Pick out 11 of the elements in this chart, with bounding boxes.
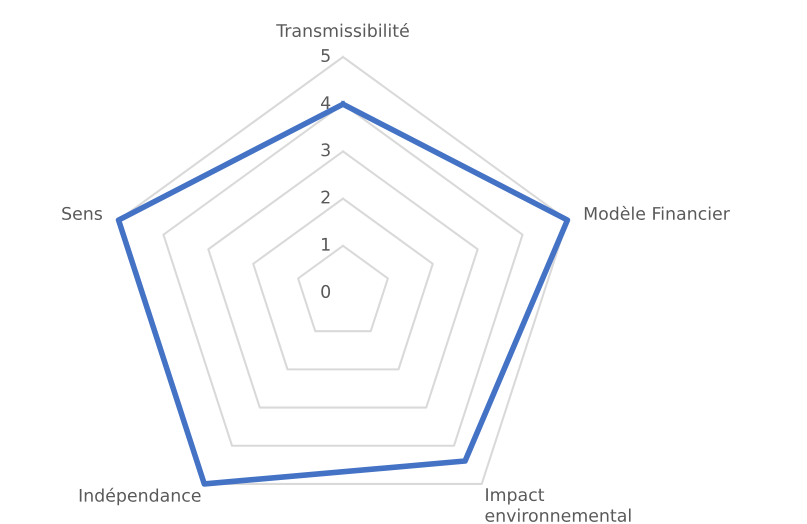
spoke-label: Sens [62, 206, 102, 220]
y-tick-label: 4 [321, 96, 330, 109]
y-tick-label: 2 [321, 190, 330, 204]
y-tick-label: 3 [321, 143, 330, 156]
spoke-label: Modèle Financier [584, 206, 730, 220]
y-tick-label: 0 [321, 284, 330, 298]
y-tick-label: 5 [321, 49, 330, 62]
y-tick-label: 1 [322, 238, 330, 251]
spoke-label: Transmissibilité [276, 22, 409, 38]
spoke-label: Indépendance [80, 488, 201, 506]
spoke-label: Impact environnemental [485, 488, 631, 522]
